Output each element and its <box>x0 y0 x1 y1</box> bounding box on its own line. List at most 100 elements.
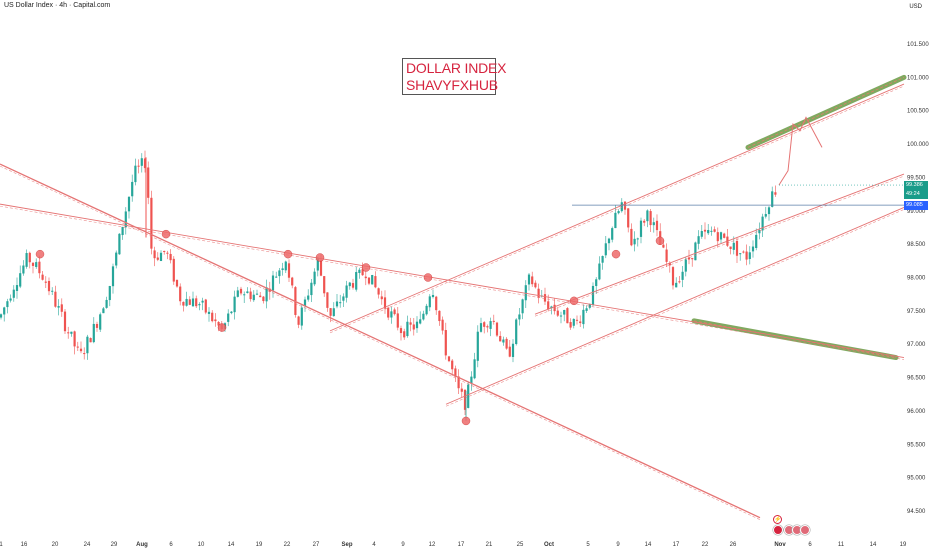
candle-body <box>393 309 396 315</box>
candle-body <box>371 275 374 285</box>
candle-body <box>204 299 207 313</box>
candle-body <box>745 251 748 260</box>
candle-body <box>355 271 358 290</box>
x-tick-label: 19 <box>256 542 263 548</box>
flash-icon[interactable]: ⚡ <box>773 515 782 524</box>
candle-body <box>255 293 259 295</box>
y-tick-label: 100.500 <box>907 109 929 115</box>
candle-body <box>3 307 6 315</box>
candle-body <box>38 261 41 274</box>
candle-body <box>723 233 726 238</box>
candle-body <box>591 285 595 305</box>
candle-body <box>345 285 348 298</box>
level-price-label: 99.085 <box>904 201 928 210</box>
candle-body <box>169 253 172 261</box>
candle-body <box>41 274 44 280</box>
candle-body <box>492 320 495 322</box>
last-price-label: 99.386 <box>904 181 928 190</box>
candle-body <box>739 253 742 255</box>
candle-body <box>483 322 486 327</box>
us-flag-icon[interactable] <box>800 525 810 535</box>
candle-body <box>262 296 265 302</box>
candle-body <box>457 376 460 389</box>
x-tick-label: 24 <box>84 542 91 548</box>
candle-body <box>111 266 115 287</box>
banner-line-2: SHAVYFXHUB <box>406 77 498 93</box>
candle-body <box>694 242 697 261</box>
candle-body <box>361 269 364 276</box>
trendline <box>329 83 905 332</box>
x-tick-label: 9 <box>616 542 620 548</box>
candle-body <box>275 276 278 278</box>
candle-body <box>774 192 777 195</box>
candle-body <box>278 270 281 277</box>
candle-body <box>0 314 3 318</box>
candle-body <box>124 211 127 228</box>
x-tick-label: 19 <box>900 542 907 548</box>
trendline <box>445 207 905 405</box>
candle-body <box>377 288 380 295</box>
candle-body <box>76 346 79 348</box>
candle-body <box>771 191 774 207</box>
x-tick-label: 17 <box>458 542 465 548</box>
candle-body <box>339 302 342 304</box>
x-tick-label: 4 <box>372 542 376 548</box>
trendline-dashed <box>445 209 905 407</box>
candle-body <box>700 231 703 237</box>
x-tick-label: 14 <box>645 542 652 548</box>
candle-body <box>415 321 419 329</box>
candle-body <box>105 299 108 308</box>
x-tick-label: Sep <box>341 542 352 548</box>
x-tick-label: 17 <box>673 542 680 548</box>
candle-body <box>188 299 191 305</box>
candle-body <box>748 252 751 260</box>
candle-body <box>438 310 441 322</box>
candle-body <box>47 280 51 292</box>
y-tick-label: 99.000 <box>907 209 926 215</box>
candle-body <box>534 282 537 288</box>
candle-body <box>742 251 745 253</box>
candle-body <box>60 304 63 312</box>
candle-body <box>662 244 665 248</box>
x-tick-label: 20 <box>52 542 59 548</box>
candle-body <box>716 232 719 242</box>
candle-body <box>115 252 118 266</box>
candle-body <box>601 256 604 263</box>
candle-body <box>470 376 473 384</box>
trendline-dashed <box>0 165 761 520</box>
candle-body <box>150 197 153 249</box>
x-tick-label: 6 <box>169 542 173 548</box>
pivot-marker <box>35 249 45 259</box>
y-tick-label: 101.500 <box>907 42 929 48</box>
candle-body <box>511 343 515 357</box>
candle-body <box>70 331 73 334</box>
candle-body <box>63 311 67 332</box>
candle-body <box>86 336 89 354</box>
candle-body <box>246 291 249 294</box>
candle-body <box>687 257 691 260</box>
candle-body <box>307 295 310 300</box>
trendline <box>0 163 761 519</box>
candle-body <box>643 220 646 223</box>
candle-body <box>681 271 684 280</box>
y-tick-label: 95.000 <box>907 476 926 482</box>
candle-body <box>569 322 572 328</box>
candle-body <box>243 294 246 296</box>
candle-body <box>195 298 198 307</box>
candle-body <box>697 236 700 244</box>
candle-body <box>531 276 534 285</box>
candle-body <box>342 296 345 301</box>
candle-body <box>614 212 617 229</box>
candle-body <box>467 384 470 408</box>
candle-body <box>499 335 502 342</box>
candle-body <box>678 281 681 283</box>
trendline-dashed <box>0 205 905 360</box>
y-tick-label: 95.500 <box>907 442 926 448</box>
candle-body <box>505 338 508 349</box>
candle-body <box>332 308 335 317</box>
us-flag-icon[interactable] <box>773 525 783 535</box>
candle-body <box>67 332 70 334</box>
candle-body <box>163 250 166 252</box>
candle-body <box>719 232 723 240</box>
